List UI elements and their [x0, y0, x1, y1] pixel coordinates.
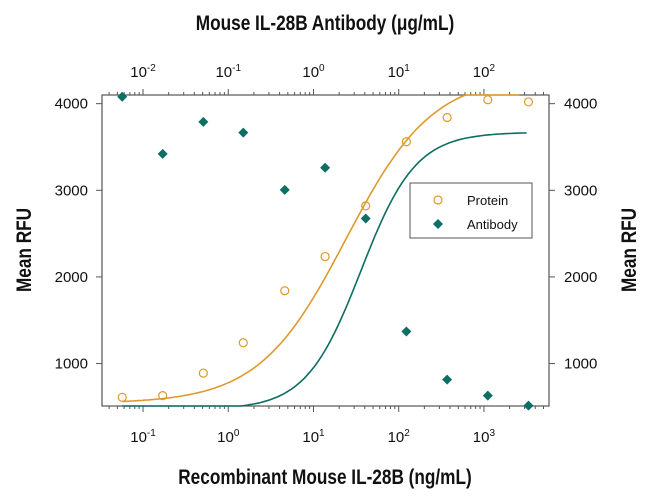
protein-point	[361, 201, 371, 211]
legend: Protein Antibody	[409, 182, 533, 239]
antibody-point	[320, 162, 331, 173]
antibody-fit-curve	[122, 132, 527, 407]
legend-antibody-marker	[433, 219, 443, 229]
x2-axis-tick-label: 10-1	[215, 63, 241, 81]
protein-point	[442, 112, 452, 123]
antibody-point	[117, 91, 128, 102]
protein-point	[158, 391, 168, 401]
chart-title: Mouse IL-28B Antibody (μg/mL)	[196, 13, 454, 36]
protein-point	[401, 137, 411, 147]
protein-point	[523, 97, 534, 107]
protein-point	[117, 392, 127, 402]
antibody-point	[238, 127, 249, 138]
y-axis-tick-label: 4000	[55, 96, 88, 113]
antibody-point	[523, 400, 534, 411]
x-axis-tick-label: 100	[217, 428, 240, 446]
x-axis-tick-label: 101	[302, 428, 325, 446]
antibody-point	[442, 374, 453, 385]
antibody-point	[198, 116, 209, 127]
y-axis-tick-label: 1000	[55, 356, 88, 373]
protein-point	[320, 251, 330, 262]
x2-axis-tick-label: 100	[302, 63, 325, 81]
x2-axis-tick-label: 10-2	[130, 63, 156, 81]
legend-protein-marker	[433, 195, 443, 205]
antibody-point	[482, 390, 493, 401]
protein-fit-curve	[122, 94, 520, 403]
protein-point	[280, 286, 290, 296]
x-axis-label: Recombinant Mouse IL-28B (ng/mL)	[178, 467, 471, 490]
y-axis-tick-label: 2000	[55, 269, 88, 286]
legend-box	[409, 182, 533, 239]
antibody-point	[157, 148, 168, 159]
y-axis-label-right: Mean RFU	[619, 208, 642, 292]
y-axis-right-tick-label: 4000	[564, 96, 597, 113]
x2-axis-tick-label: 101	[388, 63, 411, 81]
protein-point	[238, 338, 248, 348]
plot-frame	[101, 94, 550, 407]
y-axis-right-tick-label: 1000	[564, 356, 597, 373]
x-axis-tick-label: 102	[388, 428, 411, 446]
antibody-point	[360, 213, 371, 224]
legend-antibody-label: Antibody	[467, 217, 518, 232]
x-axis-tick-label: 10-1	[130, 428, 156, 446]
y-axis-right-tick-label: 3000	[564, 182, 597, 199]
x-axis-tick-label: 103	[473, 428, 496, 446]
legend-protein-label: Protein	[467, 193, 508, 208]
protein-point	[198, 368, 208, 378]
y-axis-tick-label: 3000	[55, 182, 88, 199]
antibody-point	[279, 184, 290, 195]
antibody-point	[401, 326, 412, 337]
x2-axis-tick-label: 102	[473, 63, 496, 81]
y-axis-right-tick-label: 2000	[564, 269, 597, 286]
y-axis-label: Mean RFU	[14, 208, 37, 292]
protein-point	[483, 95, 493, 105]
